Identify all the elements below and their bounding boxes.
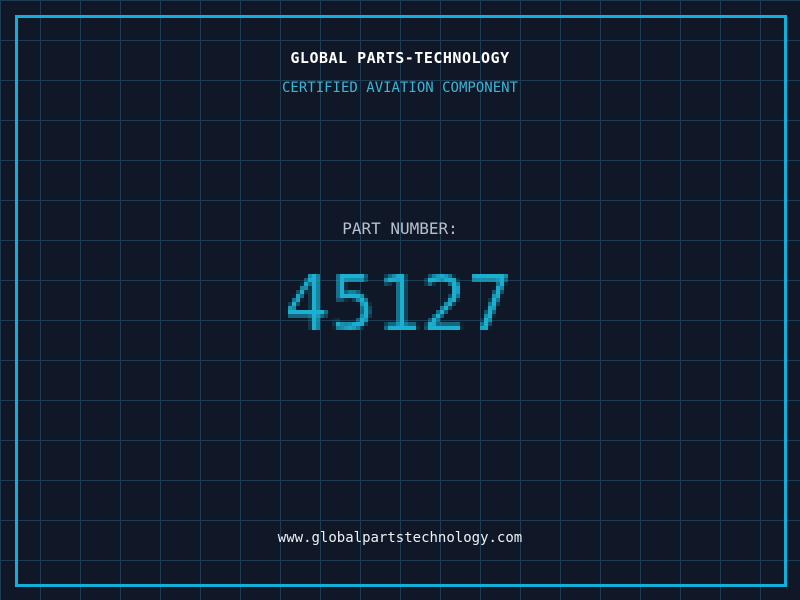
- certification-subtitle: CERTIFIED AVIATION COMPONENT: [281, 80, 518, 96]
- part-number-display: [280, 266, 520, 346]
- part-number-value: 45127: [0, 266, 800, 346]
- frame-border: [15, 15, 787, 587]
- website-url: www.globalpartstechnology.com: [277, 530, 523, 546]
- company-title: GLOBAL PARTS-TECHNOLOGY: [290, 49, 510, 67]
- part-number-label: PART NUMBER:: [342, 219, 458, 238]
- part-number-text: 45127: [520, 266, 521, 267]
